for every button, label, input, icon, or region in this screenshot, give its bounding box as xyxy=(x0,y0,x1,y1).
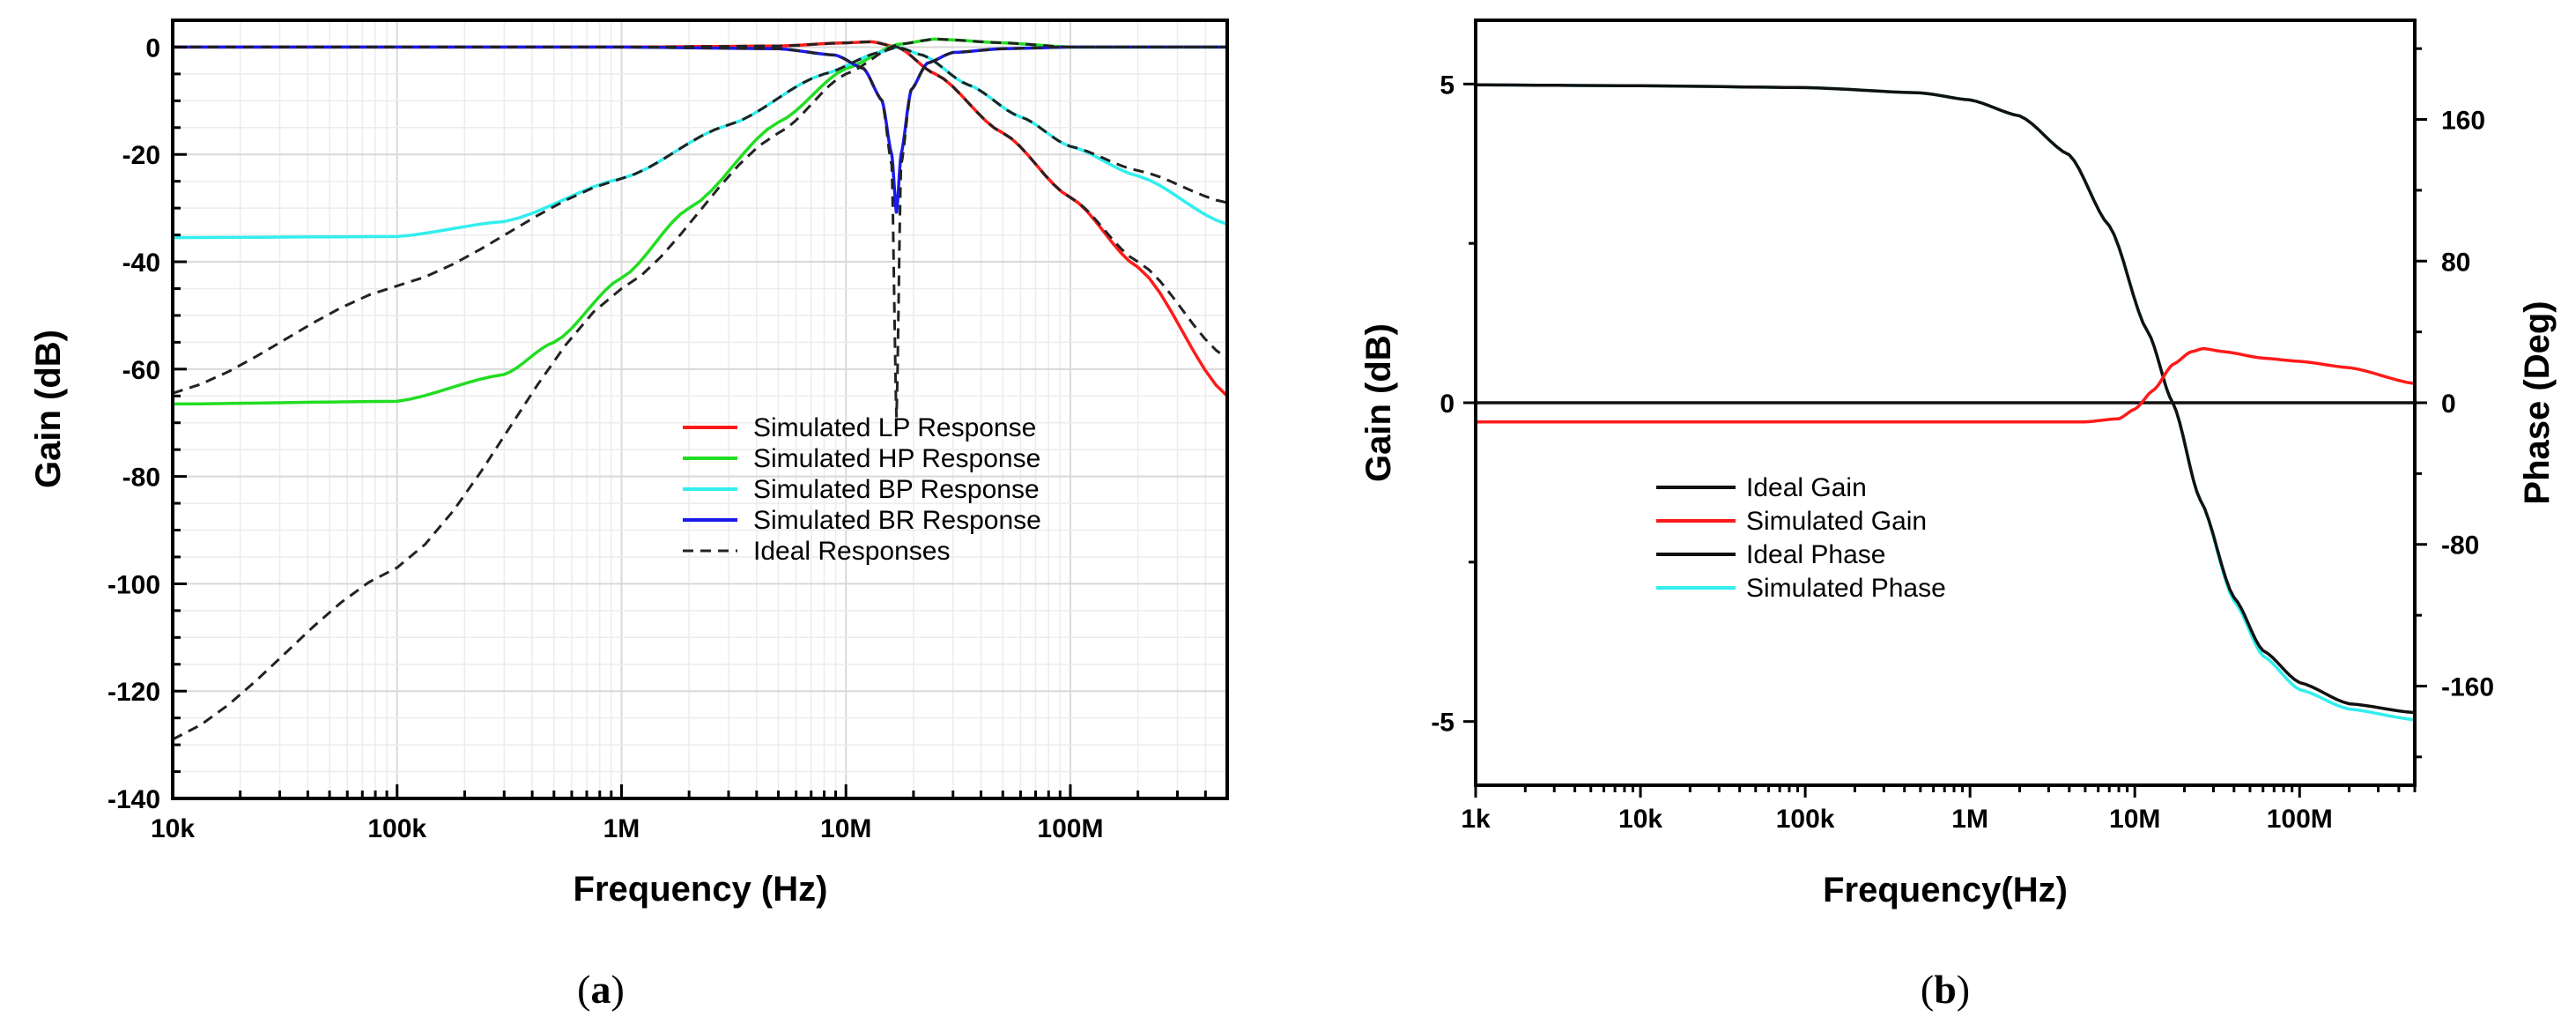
y-tick-label: -140 xyxy=(107,785,160,814)
ideal-response-line xyxy=(173,45,1227,418)
y-tick-label: 0 xyxy=(1440,390,1455,419)
y-tick-label: -20 xyxy=(122,141,160,170)
ideal-response-line xyxy=(172,45,1228,395)
panel-a-series xyxy=(172,37,1229,741)
x-tick-label: 100k xyxy=(1776,805,1835,834)
legend-label: Simulated Phase xyxy=(1746,574,1946,603)
legend-label: Simulated Gain xyxy=(1746,507,1927,536)
series-line xyxy=(173,45,1227,214)
panel-a-caption: (a) xyxy=(577,967,625,1012)
panel-a-plot-frame xyxy=(171,19,1229,800)
panel-a-chart: 10k 100k 1M 10M 100M 0 -20 -40 -60 -80 -100 -120 -14… xyxy=(29,19,1229,1012)
panel-b-ticks: 1k 10k 100k 1M 10M 100M 5 0 -5 160 80 0 -80 -160 xyxy=(1431,47,2494,834)
x-tick-label: 1k xyxy=(1461,805,1491,834)
x-tick-label: 100M xyxy=(2267,805,2333,834)
y-tick-label: -40 xyxy=(122,249,160,278)
y-tick-label: 0 xyxy=(145,33,160,63)
panel-a-y-axis-title: Gain (dB) xyxy=(29,330,68,488)
panel-b-legend: Ideal Gain Simulated Gain Ideal Phase Simul… xyxy=(1656,473,1946,603)
series-line xyxy=(1476,346,2416,424)
x-tick-label: 10k xyxy=(151,814,195,843)
y2-tick-label: 80 xyxy=(2441,248,2470,277)
x-tick-label: 100M xyxy=(1037,814,1103,843)
legend-label: Ideal Gain xyxy=(1746,473,1867,502)
y2-tick-label: 0 xyxy=(2441,390,2456,419)
y-tick-label: 5 xyxy=(1440,71,1455,100)
panel-b-x-axis-title: Frequency(Hz) xyxy=(1823,871,2068,909)
ideal-response-line xyxy=(172,37,1227,741)
y-tick-label: -100 xyxy=(107,570,160,599)
x-tick-label: 10M xyxy=(820,814,871,843)
legend-label: Ideal Phase xyxy=(1746,540,1885,569)
series-line xyxy=(172,37,1227,406)
y-tick-label: -120 xyxy=(107,678,160,707)
y2-tick-label: 160 xyxy=(2441,107,2485,136)
legend-label: Simulated HP Response xyxy=(753,444,1040,473)
series-line xyxy=(1475,83,2416,715)
panel-b-y-axis-title: Gain (dB) xyxy=(1359,323,1398,482)
y-tick-label: -60 xyxy=(122,356,160,385)
ideal-response-line xyxy=(173,40,1228,360)
x-tick-label: 100k xyxy=(367,814,426,843)
y2-tick-label: -80 xyxy=(2441,531,2479,561)
legend-label: Simulated BP Response xyxy=(753,475,1040,504)
panel-b-series xyxy=(1475,83,2416,722)
x-tick-label: 10k xyxy=(1618,805,1662,834)
legend-label: Simulated LP Response xyxy=(753,413,1036,442)
panel-a-ticks: 10k 100k 1M 10M 100M 0 -20 -40 -60 -80 -100 -120 -14… xyxy=(107,33,1229,843)
panel-a-grid xyxy=(172,20,1228,799)
legend-label: Ideal Responses xyxy=(753,537,950,566)
panel-b-y2-axis-title: Phase (Deg) xyxy=(2518,301,2557,504)
legend-label: Simulated BR Response xyxy=(753,506,1041,535)
panel-b-caption: (b) xyxy=(1921,967,1970,1012)
panel-b-chart: 1k 10k 100k 1M 10M 100M 5 0 -5 160 80 0 -80 -160 Freq… xyxy=(1359,19,2557,1012)
x-tick-label: 1M xyxy=(603,814,640,843)
x-tick-label: 10M xyxy=(2109,805,2160,834)
panel-a-x-axis-title: Frequency (Hz) xyxy=(574,870,828,909)
y-tick-label: -5 xyxy=(1431,709,1455,738)
y2-tick-label: -160 xyxy=(2441,672,2494,702)
series-line xyxy=(172,45,1228,240)
y-tick-label: -80 xyxy=(122,464,160,493)
x-tick-label: 1M xyxy=(1951,805,1988,834)
